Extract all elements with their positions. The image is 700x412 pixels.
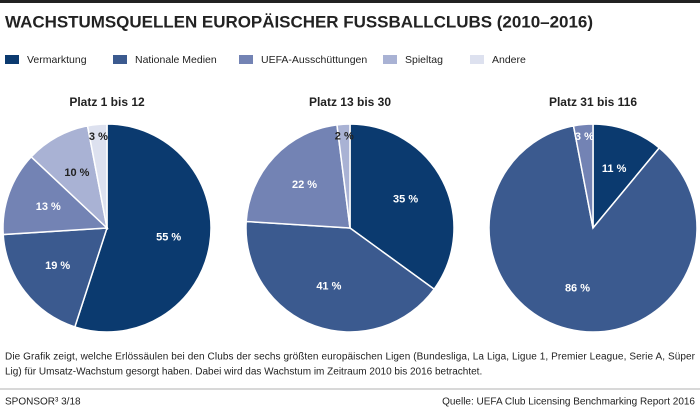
- value-label: 11 %: [602, 163, 627, 175]
- value-label: 41 %: [316, 281, 341, 293]
- pie-slice: [592, 123, 661, 231]
- value-label: 19 %: [45, 260, 70, 272]
- legend-swatch: [383, 55, 397, 64]
- caption: Lig) für Umsatz-Wachstum gesorgt haben. …: [5, 367, 482, 378]
- pie-slice: [488, 124, 698, 333]
- pie-slice: [245, 220, 436, 333]
- top-rule: [0, 0, 700, 3]
- value-label: 13 %: [36, 201, 61, 213]
- legend-label: Nationale Medien: [135, 54, 217, 66]
- legend-swatch: [5, 55, 19, 64]
- pie-slice: [86, 123, 108, 229]
- legend-label: Vermarktung: [27, 54, 87, 66]
- value-label: 35 %: [393, 194, 418, 206]
- chart-title: WACHSTUMSQUELLEN EUROPÄISCHER FUSSBALLCL…: [5, 12, 593, 31]
- pie-title: Platz 1 bis 12: [69, 95, 145, 109]
- value-label: 2 %: [335, 131, 354, 143]
- value-label: 3 %: [89, 131, 108, 143]
- footer: SPONSOR³ 3/18: [5, 397, 81, 408]
- pie-slice: [349, 123, 455, 291]
- value-label: 10 %: [64, 167, 89, 179]
- value-label: 22 %: [292, 179, 317, 191]
- pie-slice: [572, 123, 594, 229]
- legend-label: Andere: [492, 54, 526, 66]
- legend-label: UEFA-Ausschüttungen: [261, 54, 367, 66]
- value-label: 3 %: [575, 131, 594, 143]
- pie-title: Platz 13 bis 30: [309, 95, 391, 109]
- pie-title: Platz 31 bis 116: [549, 95, 637, 109]
- source: Quelle: UEFA Club Licensing Benchmarking…: [442, 397, 695, 408]
- value-label: 86 %: [565, 282, 590, 294]
- caption: Die Grafik zeigt, welche Erlössäulen bei…: [5, 352, 696, 363]
- legend-swatch: [113, 55, 127, 64]
- value-label: 55 %: [156, 232, 181, 244]
- pie-slice: [73, 123, 212, 333]
- pie-slice: [245, 123, 351, 229]
- legend-label: Spieltag: [405, 54, 443, 66]
- pie-slice: [2, 227, 109, 328]
- pie-slice: [336, 123, 351, 229]
- legend-swatch: [470, 55, 484, 64]
- pie-slice: [2, 155, 109, 236]
- legend-swatch: [239, 55, 253, 64]
